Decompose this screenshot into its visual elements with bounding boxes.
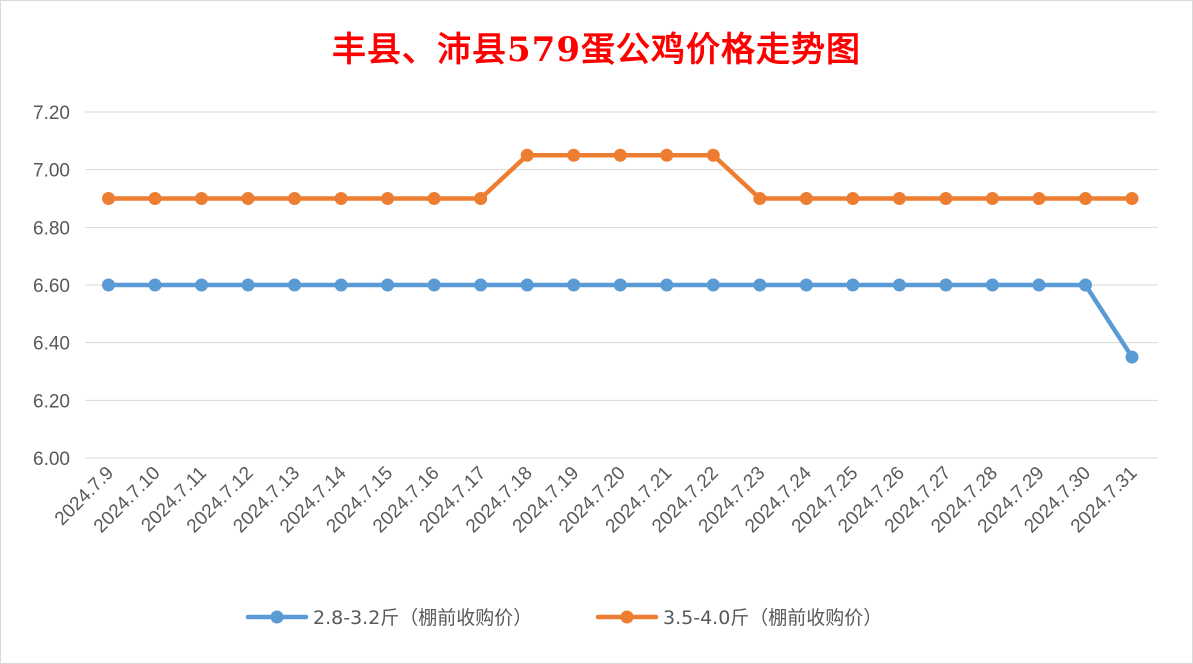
legend-label: 2.8-3.2斤（棚前收购价） [313, 607, 532, 629]
y-tick-label: 7.20 [33, 103, 70, 124]
data-point [753, 192, 767, 205]
data-point [288, 278, 302, 292]
data-point [939, 192, 953, 205]
legend-swatch-marker [620, 610, 634, 624]
data-point [195, 278, 209, 292]
data-point [567, 148, 581, 162]
data-point [892, 192, 906, 205]
data-point [985, 278, 999, 292]
data-point [381, 278, 395, 292]
data-point [334, 192, 348, 205]
data-point [753, 278, 767, 292]
data-point [706, 278, 720, 292]
data-point [799, 278, 813, 292]
data-point [427, 278, 441, 292]
data-point [939, 278, 953, 292]
data-point [706, 148, 720, 162]
chart-title: 丰县、沛县579蛋公鸡价格走势图 [332, 30, 861, 70]
data-point [241, 192, 255, 205]
y-tick-label: 6.60 [33, 276, 70, 297]
data-point [427, 192, 441, 205]
data-point [334, 278, 348, 292]
data-point [1125, 350, 1139, 364]
series-line-1 [106, 282, 1135, 360]
data-point [148, 278, 162, 292]
data-point [195, 192, 209, 205]
data-point [148, 192, 162, 205]
data-point [241, 278, 255, 292]
data-point [102, 278, 115, 292]
legend-swatch-marker [270, 610, 284, 624]
legend-label: 3.5-4.0斤（棚前收购价） [663, 607, 882, 629]
data-point [846, 192, 860, 205]
data-point [567, 278, 581, 292]
data-point [613, 278, 627, 292]
data-point [1032, 278, 1046, 292]
data-point [660, 148, 674, 162]
y-tick-label: 6.20 [33, 391, 70, 412]
data-point [381, 192, 395, 205]
data-point [520, 278, 534, 292]
y-tick-label: 6.80 [33, 218, 70, 239]
data-point [613, 148, 627, 162]
data-point [474, 278, 488, 292]
data-point [1032, 192, 1046, 205]
y-tick-label: 7.00 [33, 161, 70, 182]
data-point [892, 278, 906, 292]
data-point [102, 192, 115, 205]
data-point [520, 148, 534, 162]
data-point [1078, 192, 1092, 205]
data-point [660, 278, 674, 292]
data-point [799, 192, 813, 205]
y-tick-label: 6.00 [33, 449, 70, 470]
data-point [846, 278, 860, 292]
y-tick-label: 6.40 [33, 334, 70, 355]
data-point [1078, 278, 1092, 292]
data-point [288, 192, 302, 205]
data-point [474, 192, 488, 205]
data-point [1125, 192, 1139, 205]
data-point [985, 192, 999, 205]
